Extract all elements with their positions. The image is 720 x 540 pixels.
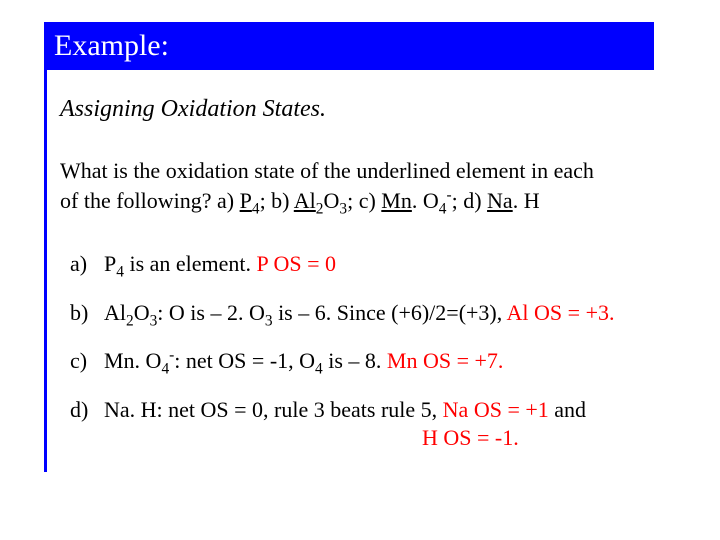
answer-a: a) P4 is an element. P OS = 0: [70, 250, 680, 279]
elem-b: Al: [294, 188, 316, 213]
title-bar: Example:: [44, 22, 654, 70]
c-sub1: 4: [161, 361, 169, 378]
slide: Example: Assigning Oxidation States. Wha…: [0, 0, 720, 540]
tail-d: . H: [513, 188, 540, 213]
sub-a: 4: [252, 200, 260, 217]
mid-c: . O: [412, 188, 439, 213]
sep-ab: ; b): [260, 188, 294, 213]
subtitle: Assigning Oxidation States.: [60, 96, 326, 123]
answer-b-label: b): [70, 299, 104, 328]
d-ans2: H OS = -1.: [422, 425, 519, 450]
b-answer: Al OS = +3.: [507, 300, 615, 325]
sep-cd: ; d): [452, 188, 487, 213]
answer-d: d) Na. H: net OS = 0, rule 3 beats rule …: [70, 396, 680, 453]
c-pre: Mn. O: [104, 348, 161, 373]
answer-d-label: d): [70, 396, 104, 453]
c-sub2: 4: [315, 361, 323, 378]
b-mid1: O: [134, 300, 150, 325]
d-line2: H OS = -1.: [104, 424, 680, 453]
d-pre: Na. H: net OS = 0, rule 3 beats rule 5,: [104, 397, 443, 422]
c-answer: Mn OS = +7.: [387, 348, 504, 373]
d-ans1: Na OS = +1: [443, 397, 555, 422]
a-sub: 4: [116, 263, 124, 280]
b-pre: Al: [104, 300, 126, 325]
answer-a-body: P4 is an element. P OS = 0: [104, 250, 680, 279]
answer-d-body: Na. H: net OS = 0, rule 3 beats rule 5, …: [104, 396, 680, 453]
sub-b2: 3: [339, 200, 347, 217]
d-mid: and: [554, 397, 586, 422]
answer-b-body: Al2O3: O is – 2. O3 is – 6. Since (+6)/2…: [104, 299, 680, 328]
question-line1: What is the oxidation state of the under…: [60, 158, 594, 183]
b-sub3: 3: [265, 312, 273, 329]
elem-c: Mn: [381, 188, 412, 213]
answer-c-body: Mn. O4-: net OS = -1, O4 is – 8. Mn OS =…: [104, 347, 680, 376]
a-mid: is an element.: [124, 251, 257, 276]
c-mid1: : net OS = -1, O: [174, 348, 315, 373]
answer-b: b) Al2O3: O is – 2. O3 is – 6. Since (+6…: [70, 299, 680, 328]
mid-b: O: [324, 188, 340, 213]
b-mid2: : O is – 2. O: [157, 300, 265, 325]
a-answer: P OS = 0: [257, 251, 336, 276]
sub-b1: 2: [316, 200, 324, 217]
elem-d: Na: [487, 188, 513, 213]
answer-c: c) Mn. O4-: net OS = -1, O4 is – 8. Mn O…: [70, 347, 680, 376]
question-block: What is the oxidation state of the under…: [60, 156, 670, 215]
vertical-rule: [44, 22, 47, 472]
title-text: Example:: [54, 29, 169, 63]
sep-bc: ; c): [347, 188, 381, 213]
answers-block: a) P4 is an element. P OS = 0 b) Al2O3: …: [70, 250, 680, 473]
answer-a-label: a): [70, 250, 104, 279]
b-mid3: is – 6. Since (+6)/2=(+3),: [273, 300, 507, 325]
b-sub1: 2: [126, 312, 134, 329]
a-pre: P: [104, 251, 116, 276]
answer-c-label: c): [70, 347, 104, 376]
c-mid2: is – 8.: [323, 348, 387, 373]
question-line2-pre: of the following? a): [60, 188, 240, 213]
elem-a: P: [240, 188, 252, 213]
